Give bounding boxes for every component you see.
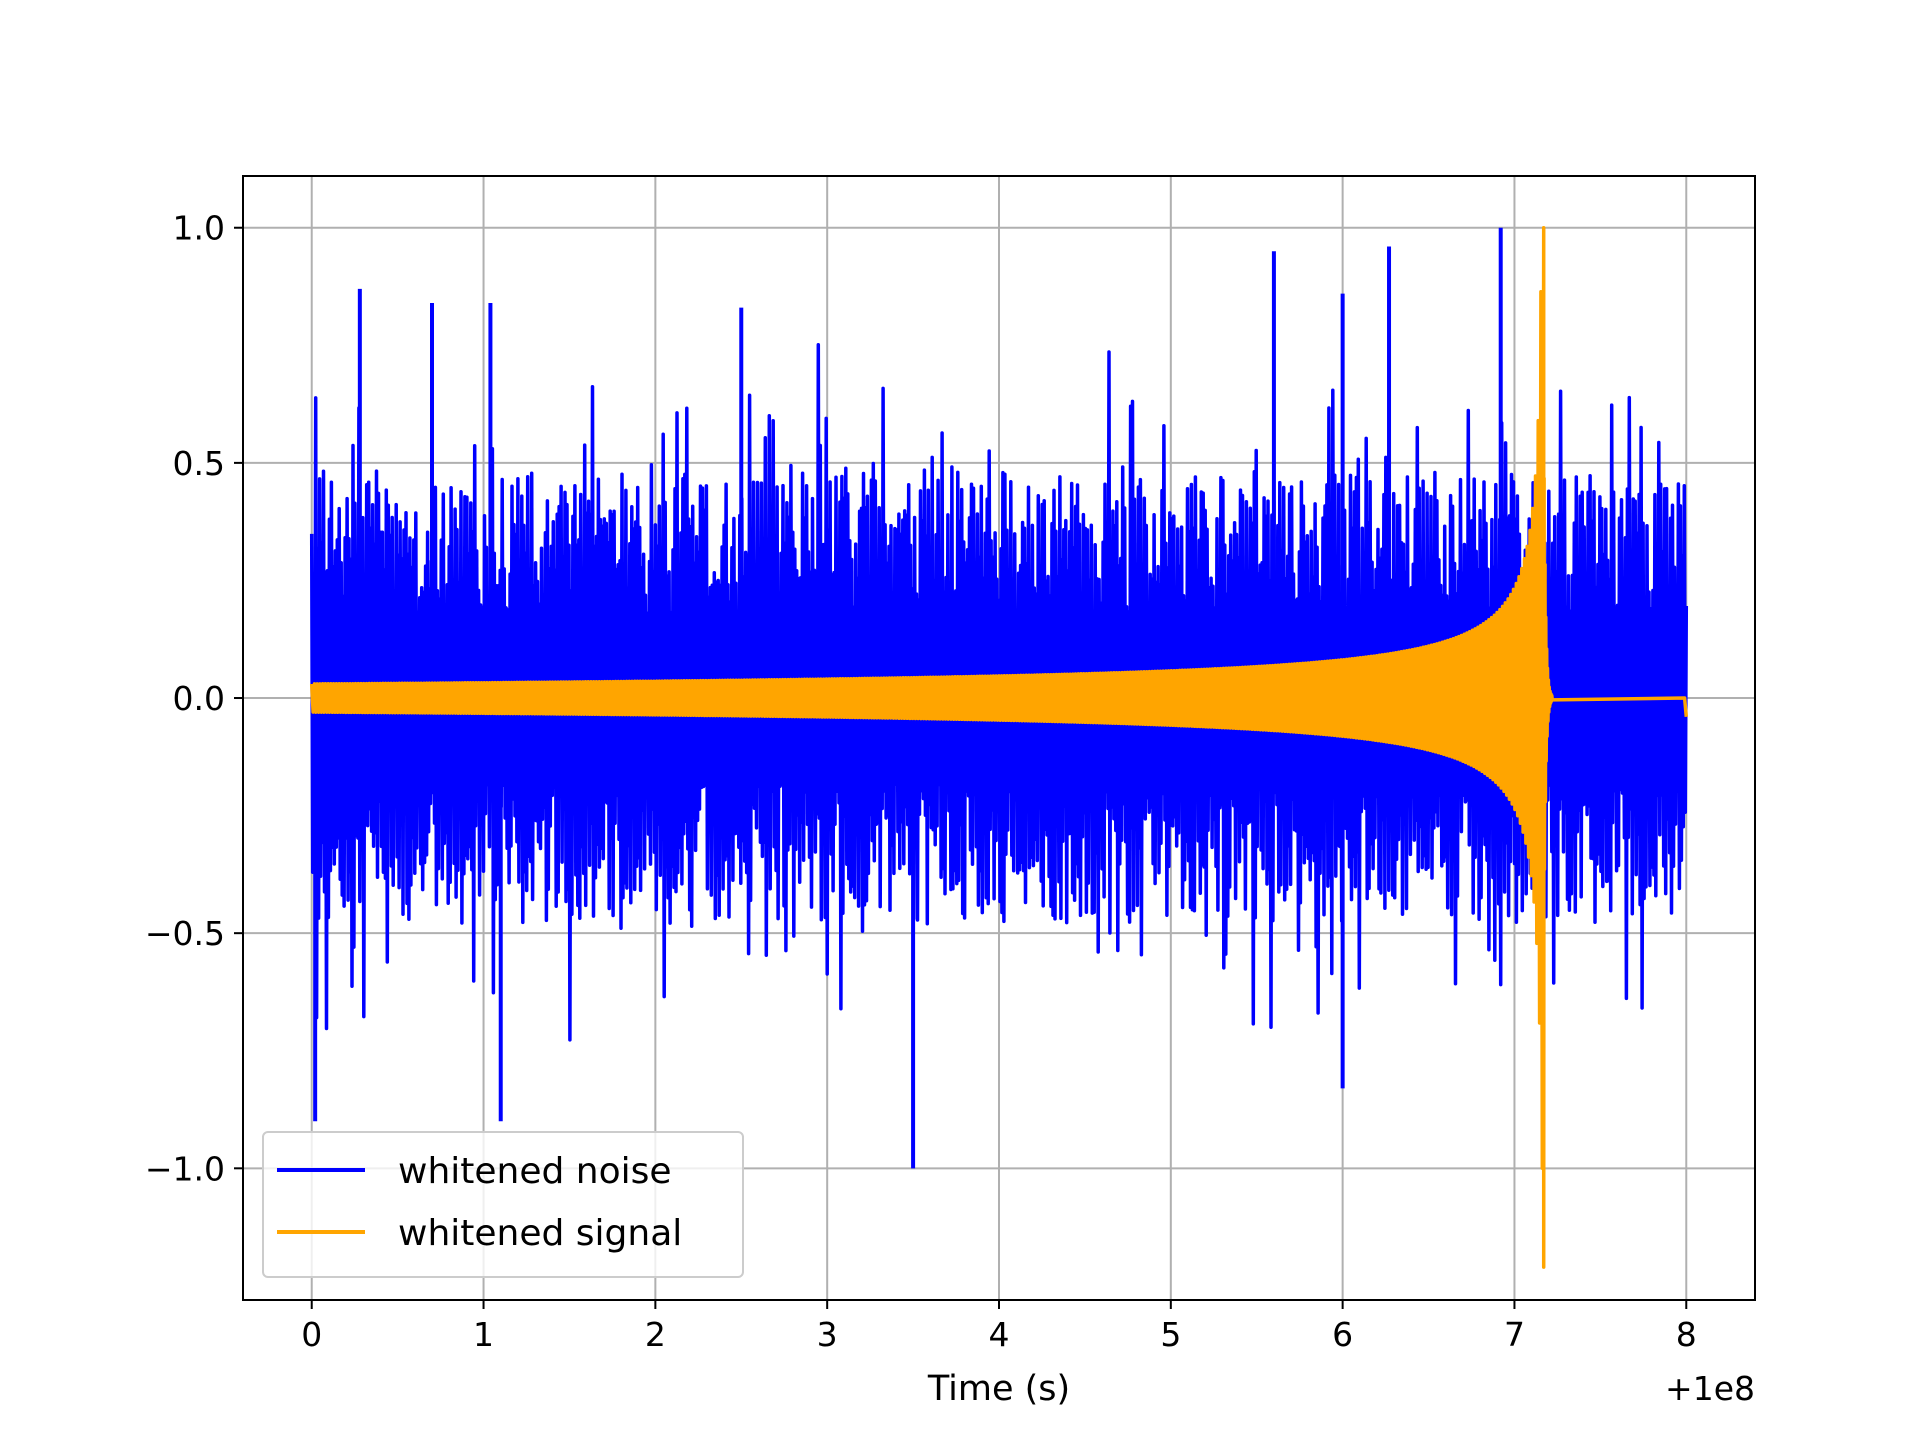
legend-box <box>262 1131 744 1278</box>
x-tick-label: 1 <box>473 1315 494 1354</box>
x-tick-label: 0 <box>301 1315 322 1354</box>
y-tick-label: −1.0 <box>145 1149 225 1188</box>
legend-label-whitened-noise: whitened noise <box>398 1151 672 1192</box>
x-tick-label: 4 <box>989 1315 1010 1354</box>
series-line-whitened-noise <box>309 343 1689 1042</box>
x-axis-label: Time (s) <box>927 1369 1070 1409</box>
x-tick-label: 3 <box>817 1315 838 1354</box>
plot-area <box>309 225 1689 1269</box>
y-tick-label: −0.5 <box>145 914 225 953</box>
legend-label-whitened-signal: whitened signal <box>398 1213 682 1254</box>
y-tick-label: 1.0 <box>173 209 225 248</box>
y-tick-label: 0.0 <box>173 679 225 718</box>
x-tick-label: 7 <box>1504 1315 1525 1354</box>
x-tick-label: 8 <box>1676 1315 1697 1354</box>
series-line-whitened-signal <box>309 225 1689 1269</box>
y-tick-label: 0.5 <box>173 444 225 483</box>
x-tick-label: 2 <box>645 1315 666 1354</box>
x-axis-offset-label: +1e8 <box>1665 1369 1755 1408</box>
x-tick-label: 5 <box>1160 1315 1181 1354</box>
ticks: 0 1 2 3 4 5 6 7 8 −1.0 −0.5 0.0 0.5 1.0 <box>145 209 1697 1354</box>
legend: whitened noise whitened signal <box>262 1131 744 1278</box>
x-tick-label: 6 <box>1332 1315 1353 1354</box>
